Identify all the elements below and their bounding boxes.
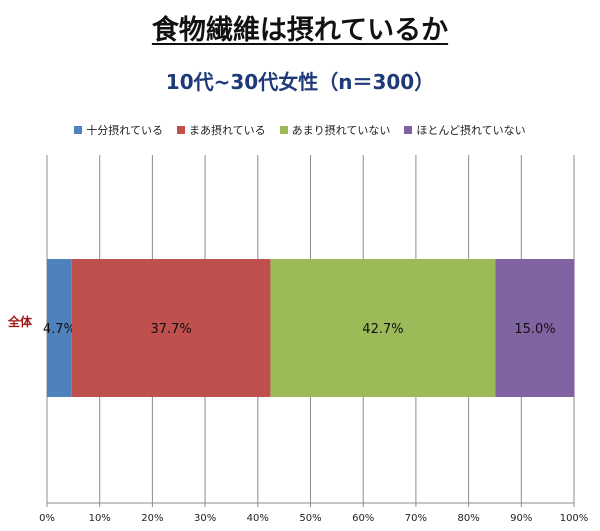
legend-swatch-juubun	[74, 126, 83, 134]
bar-segment-3	[495, 259, 575, 397]
legend-label-juubun: 十分摂れている	[86, 124, 163, 137]
legend-item-hotondo: ほとんど摂れていない	[404, 122, 526, 138]
legend-swatch-maa	[176, 126, 185, 134]
x-tick-label: 50%	[299, 513, 321, 524]
x-tick-label: 20%	[141, 513, 163, 524]
legend-swatch-amari	[279, 126, 288, 134]
x-tick-label: 0%	[39, 513, 55, 524]
data-label-3: 15.0%	[514, 322, 555, 337]
data-label-2: 42.7%	[362, 322, 403, 337]
legend-item-amari: あまり摂れていない	[279, 122, 391, 138]
legend-label-hotondo: ほとんど摂れていない	[416, 124, 526, 137]
legend-item-maa: まあ摂れている	[176, 122, 266, 138]
data-label-0: 4.7%	[43, 322, 76, 337]
chart-subtitle: 10代~30代女性（n＝300）	[165, 70, 435, 94]
data-label-1: 37.7%	[150, 322, 191, 337]
legend-swatch-hotondo	[404, 126, 413, 134]
x-tick-label: 60%	[352, 513, 374, 524]
x-tick-label: 100%	[560, 513, 589, 524]
bar-segment-1	[71, 259, 271, 397]
bar-segment-0	[47, 259, 72, 397]
category-label: 全体	[7, 314, 33, 329]
legend-item-juubun: 十分摂れている	[74, 122, 163, 138]
bar-segment-2	[270, 259, 496, 397]
x-tick-label: 70%	[405, 513, 427, 524]
x-tick-label: 30%	[194, 513, 216, 524]
legend-label-amari: あまり摂れていない	[291, 124, 391, 137]
x-tick-label: 80%	[457, 513, 479, 524]
x-tick-label: 40%	[247, 513, 269, 524]
x-tick-label: 10%	[89, 513, 111, 524]
x-tick-label: 90%	[510, 513, 532, 524]
legend: 十分摂れている まあ摂れている あまり摂れていない ほとんど摂れていない	[0, 122, 600, 138]
chart-title: 食物繊維は摂れているか	[151, 15, 449, 46]
legend-label-maa: まあ摂れている	[188, 124, 266, 137]
